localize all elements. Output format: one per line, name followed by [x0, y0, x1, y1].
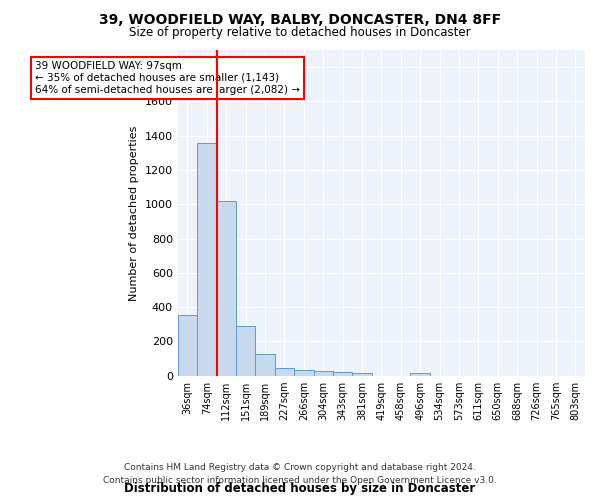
Text: Size of property relative to detached houses in Doncaster: Size of property relative to detached ho… [129, 26, 471, 39]
Bar [294, 370, 314, 376]
Y-axis label: Number of detached properties: Number of detached properties [129, 125, 139, 300]
Bar [256, 354, 275, 376]
Bar [314, 371, 333, 376]
Bar [236, 326, 256, 376]
Text: Distribution of detached houses by size in Doncaster: Distribution of detached houses by size … [124, 482, 476, 495]
Bar [275, 368, 294, 376]
Bar [197, 142, 217, 376]
Bar [410, 372, 430, 376]
Text: 39 WOODFIELD WAY: 97sqm
← 35% of detached houses are smaller (1,143)
64% of semi: 39 WOODFIELD WAY: 97sqm ← 35% of detache… [35, 62, 300, 94]
Text: Contains HM Land Registry data © Crown copyright and database right 2024.: Contains HM Land Registry data © Crown c… [124, 464, 476, 472]
Bar [217, 201, 236, 376]
Bar [178, 315, 197, 376]
Bar [352, 373, 371, 376]
Text: Contains public sector information licensed under the Open Government Licence v3: Contains public sector information licen… [103, 476, 497, 485]
Text: 39, WOODFIELD WAY, BALBY, DONCASTER, DN4 8FF: 39, WOODFIELD WAY, BALBY, DONCASTER, DN4… [99, 12, 501, 26]
Bar [333, 372, 352, 376]
